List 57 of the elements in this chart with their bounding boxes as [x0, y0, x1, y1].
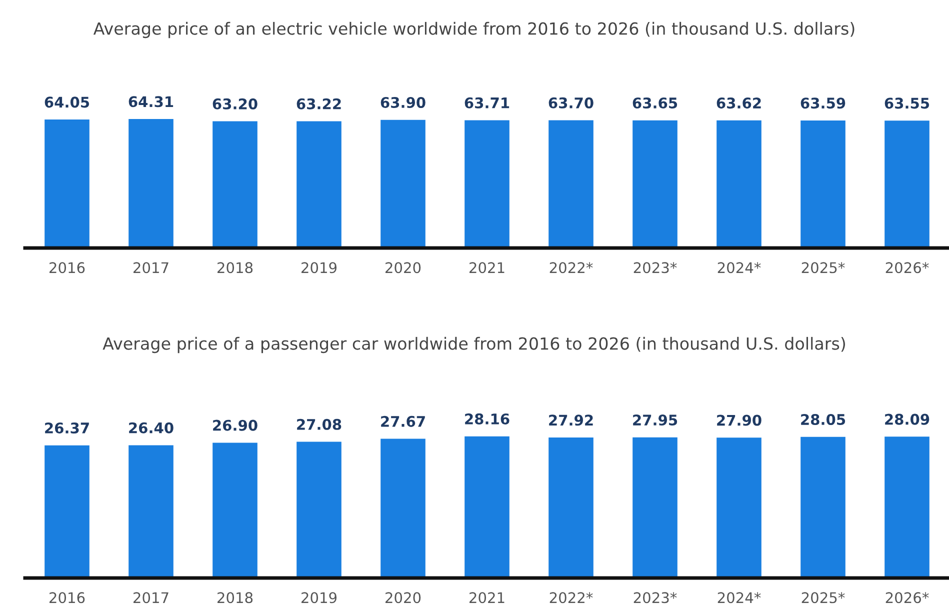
data-label: 63.59 [800, 98, 846, 109]
data-label: 27.67 [381, 416, 425, 427]
bar [211, 441, 259, 578]
data-label: 27.95 [633, 414, 678, 426]
bar [43, 444, 91, 578]
x-tick-label: 2026* [886, 592, 929, 604]
bar [715, 436, 763, 578]
data-label: 63.71 [464, 97, 510, 108]
data-label: 64.05 [44, 96, 90, 108]
data-label: 27.08 [297, 418, 342, 430]
x-tick-label: 2022* [550, 592, 593, 604]
data-label: 63.65 [632, 97, 678, 109]
data-label: 63.20 [212, 98, 258, 110]
x-tick-label: 2021 [470, 262, 504, 274]
data-label: 28.05 [801, 414, 846, 426]
bar [883, 435, 931, 578]
data-label: 26.37 [45, 422, 89, 434]
x-tick-label: 2018 [218, 592, 253, 604]
x-tick-label: 2025* [802, 262, 845, 274]
x-tick-label: 2018 [218, 262, 253, 274]
data-label: 28.09 [885, 414, 930, 425]
x-tick-label: 2019 [302, 592, 337, 604]
data-label: 63.70 [548, 97, 594, 108]
x-tick-label: 2023* [634, 262, 677, 274]
x-tick-label: 2019 [302, 262, 337, 274]
x-tick-label: 2020 [386, 262, 421, 274]
bar [799, 435, 847, 578]
x-tick-label: 2023* [634, 592, 677, 604]
bar [295, 440, 343, 578]
chart-title: Average price of a passenger car worldwide from 2016 to 2026 (in thousand U.S. dollars) [102, 336, 845, 354]
x-tick-label: 2016 [50, 592, 85, 604]
data-label: 28.16 [465, 413, 510, 424]
x-tick-label: 2024* [718, 262, 761, 274]
data-label: 63.62 [716, 98, 761, 109]
data-label: 64.31 [128, 96, 174, 108]
x-tick-label: 2017 [134, 262, 168, 274]
x-tick-label: 2024* [718, 592, 761, 604]
data-label: 63.55 [884, 98, 930, 109]
data-label: 27.90 [717, 414, 762, 426]
bar [127, 444, 175, 578]
x-tick-label: 2017 [134, 592, 168, 604]
data-label: 63.22 [296, 98, 341, 110]
data-label: 26.90 [213, 420, 258, 431]
chart-title: Average price of an electric vehicle worldwide from 2016 to 2026 (in thousand U.S. dollars) [93, 22, 854, 38]
bar [631, 436, 679, 578]
x-tick-label: 2016 [50, 262, 85, 274]
bar [379, 437, 427, 578]
data-label: 27.92 [549, 414, 593, 426]
data-label: 26.40 [129, 422, 174, 434]
bar [463, 434, 511, 578]
x-tick-label: 2021 [470, 592, 504, 604]
x-tick-label: 2026* [886, 262, 929, 274]
x-tick-label: 2025* [802, 592, 845, 604]
x-tick-label: 2020 [386, 592, 421, 604]
data-label: 63.90 [380, 96, 426, 108]
x-tick-label: 2022* [550, 262, 593, 274]
bar [547, 436, 595, 578]
